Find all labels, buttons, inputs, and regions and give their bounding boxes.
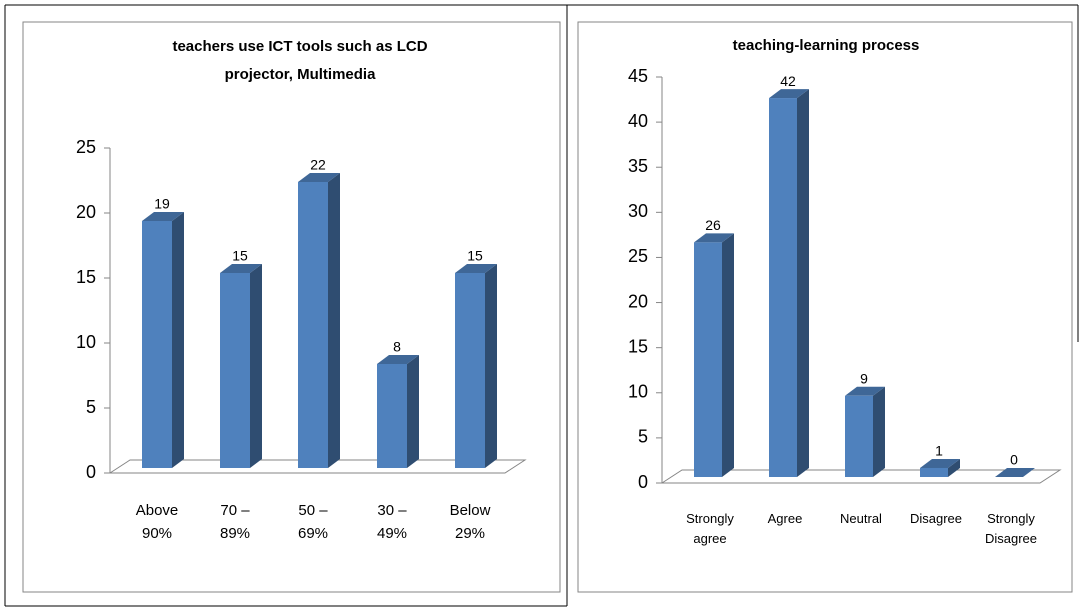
x-tick-label: Neutral — [840, 511, 882, 526]
bar-top — [220, 264, 262, 273]
x-tick-label: Above 90% — [136, 502, 179, 542]
y-tick-label: 20 — [628, 291, 648, 311]
bar — [455, 264, 497, 468]
bar-side — [328, 173, 340, 468]
value-label: 9 — [860, 371, 868, 387]
bar — [995, 468, 1035, 477]
chart-frame — [577, 21, 1073, 593]
x-tick-label: Strongly agree — [686, 511, 734, 546]
value-label: 0 — [1010, 452, 1018, 468]
bar-top — [845, 386, 885, 396]
x-tick-label: Agree — [768, 511, 803, 526]
y-tick-label: 45 — [628, 66, 648, 86]
y-tick-label: 15 — [628, 336, 648, 356]
bar-side — [948, 458, 960, 477]
y-tick-label: 40 — [628, 111, 648, 131]
y-tick-label: 30 — [628, 201, 648, 221]
x-tick-label: 30 –49% — [377, 502, 407, 542]
y-tick-label: 5 — [86, 397, 96, 417]
bar — [220, 264, 262, 468]
value-label: 8 — [393, 339, 401, 355]
bar — [694, 233, 734, 477]
value-label: 26 — [705, 217, 721, 233]
bar-side — [407, 355, 419, 468]
chart-title: teachers use ICT tools such as LCD projec… — [172, 38, 427, 83]
bar-front — [455, 273, 485, 468]
x-tick-label: 70 –89% — [220, 502, 250, 542]
bar-side — [172, 212, 184, 468]
chart-frame — [22, 21, 561, 593]
y-tick-label: 5 — [638, 427, 648, 447]
bar-front — [220, 273, 250, 468]
bar-side — [250, 264, 262, 468]
value-label: 19 — [154, 196, 170, 212]
bar-top — [769, 89, 809, 99]
bar-side — [873, 386, 885, 477]
bar — [377, 355, 419, 468]
bar-front — [377, 364, 407, 468]
bar — [142, 212, 184, 468]
bar — [769, 89, 809, 478]
cell-borders — [4, 4, 1079, 607]
bar-front — [845, 395, 873, 477]
x-tick-label: Disagree — [910, 511, 962, 526]
bar-front — [769, 98, 797, 478]
y-tick-label: 0 — [86, 462, 96, 482]
bar-front — [920, 467, 948, 477]
y-tick-label: 25 — [76, 137, 96, 157]
value-label: 15 — [467, 248, 483, 264]
x-tick-label: Strongly Disagree — [985, 511, 1037, 546]
value-label: 22 — [310, 157, 326, 173]
bar — [298, 173, 340, 468]
y-tick-label: 20 — [76, 202, 96, 222]
chart-title: teaching-learning process — [733, 37, 920, 54]
bar-side — [485, 264, 497, 468]
bar-top — [920, 458, 960, 468]
bar — [920, 458, 960, 477]
y-tick-label: 0 — [638, 472, 648, 492]
bar-top — [694, 233, 734, 243]
bar-front — [694, 242, 722, 477]
y-tick-label: 35 — [628, 156, 648, 176]
bar — [845, 386, 885, 477]
bar-top — [455, 264, 497, 273]
y-tick-label: 15 — [76, 267, 96, 287]
bar-top — [142, 212, 184, 221]
value-label: 1 — [935, 443, 943, 459]
x-tick-label: 50 –69% — [298, 502, 328, 542]
x-tick-label: Below 29% — [450, 502, 491, 542]
bar-top — [995, 468, 1035, 477]
bar-front — [298, 182, 328, 468]
bar-side — [797, 89, 809, 478]
bar-top — [298, 173, 340, 182]
y-tick-label: 10 — [76, 332, 96, 352]
y-tick-label: 25 — [628, 246, 648, 266]
bar-top — [377, 355, 419, 364]
bar-front — [142, 221, 172, 468]
value-label: 15 — [232, 248, 248, 264]
y-tick-label: 10 — [628, 382, 648, 402]
bar-side — [722, 233, 734, 477]
value-label: 42 — [780, 73, 796, 89]
